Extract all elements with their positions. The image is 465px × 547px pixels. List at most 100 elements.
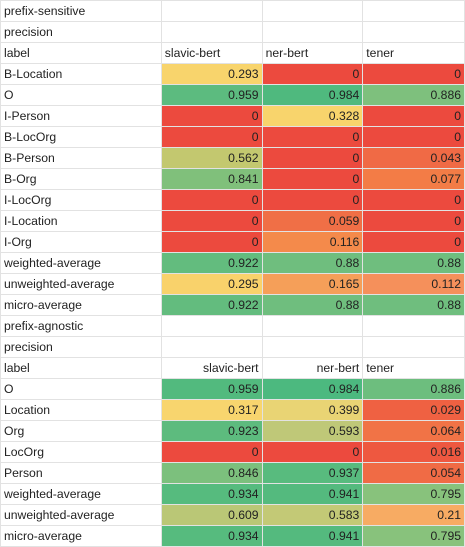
section-title-cell[interactable]: precision: [0, 21, 162, 43]
value-cell-slavic-bert[interactable]: 0: [160, 105, 263, 127]
row-label-cell[interactable]: Person: [0, 462, 162, 484]
value-cell-ner-bert[interactable]: 0.328: [261, 105, 364, 127]
value-cell-slavic-bert[interactable]: 0.959: [160, 378, 263, 400]
empty-cell[interactable]: [261, 315, 364, 337]
column-header-ner-bert[interactable]: ner-bert: [261, 42, 364, 64]
value-cell-tener[interactable]: 0.886: [362, 84, 465, 106]
value-cell-tener[interactable]: 0.88: [362, 252, 465, 274]
row-label-cell[interactable]: B-LocOrg: [0, 126, 162, 148]
row-label-cell[interactable]: I-LocOrg: [0, 189, 162, 211]
value-cell-slavic-bert[interactable]: 0.959: [160, 84, 263, 106]
value-cell-slavic-bert[interactable]: 0: [160, 210, 263, 232]
value-cell-ner-bert[interactable]: 0: [261, 63, 364, 85]
value-cell-ner-bert[interactable]: 0.165: [261, 273, 364, 295]
row-label-cell[interactable]: O: [0, 378, 162, 400]
value-cell-ner-bert[interactable]: 0: [261, 126, 364, 148]
empty-cell[interactable]: [362, 315, 465, 337]
row-label-cell[interactable]: B-Person: [0, 147, 162, 169]
row-label-cell[interactable]: unweighted-average: [0, 273, 162, 295]
empty-cell[interactable]: [160, 21, 263, 43]
column-header-label[interactable]: label: [0, 357, 162, 379]
value-cell-tener[interactable]: 0.054: [362, 462, 465, 484]
empty-cell[interactable]: [160, 315, 263, 337]
row-label-cell[interactable]: I-Org: [0, 231, 162, 253]
value-cell-tener[interactable]: 0: [362, 105, 465, 127]
row-label-cell[interactable]: weighted-average: [0, 483, 162, 505]
value-cell-slavic-bert[interactable]: 0: [160, 231, 263, 253]
empty-cell[interactable]: [261, 336, 364, 358]
column-header-label[interactable]: label: [0, 42, 162, 64]
empty-cell[interactable]: [362, 0, 465, 22]
row-label-cell[interactable]: weighted-average: [0, 252, 162, 274]
value-cell-tener[interactable]: 0.21: [362, 504, 465, 526]
value-cell-tener[interactable]: 0: [362, 210, 465, 232]
value-cell-ner-bert[interactable]: 0.88: [261, 294, 364, 316]
empty-cell[interactable]: [261, 0, 364, 22]
value-cell-slavic-bert[interactable]: 0.922: [160, 252, 263, 274]
value-cell-slavic-bert[interactable]: 0.846: [160, 462, 263, 484]
empty-cell[interactable]: [160, 336, 263, 358]
value-cell-tener[interactable]: 0: [362, 189, 465, 211]
value-cell-tener[interactable]: 0.795: [362, 483, 465, 505]
row-label-cell[interactable]: micro-average: [0, 294, 162, 316]
value-cell-slavic-bert[interactable]: 0.934: [160, 483, 263, 505]
empty-cell[interactable]: [362, 336, 465, 358]
column-header-tener[interactable]: tener: [362, 42, 465, 64]
value-cell-slavic-bert[interactable]: 0.293: [160, 63, 263, 85]
section-title-cell[interactable]: prefix-agnostic: [0, 315, 162, 337]
row-label-cell[interactable]: Org: [0, 420, 162, 442]
value-cell-ner-bert[interactable]: 0.583: [261, 504, 364, 526]
value-cell-ner-bert[interactable]: 0.059: [261, 210, 364, 232]
value-cell-slavic-bert[interactable]: 0.934: [160, 525, 263, 547]
row-label-cell[interactable]: Location: [0, 399, 162, 421]
value-cell-tener[interactable]: 0.043: [362, 147, 465, 169]
row-label-cell[interactable]: B-Org: [0, 168, 162, 190]
value-cell-tener[interactable]: 0: [362, 63, 465, 85]
column-header-ner-bert[interactable]: ner-bert: [261, 357, 364, 379]
value-cell-ner-bert[interactable]: 0.984: [261, 84, 364, 106]
value-cell-ner-bert[interactable]: 0: [261, 441, 364, 463]
value-cell-ner-bert[interactable]: 0.88: [261, 252, 364, 274]
empty-cell[interactable]: [160, 0, 263, 22]
value-cell-slavic-bert[interactable]: 0.317: [160, 399, 263, 421]
value-cell-slavic-bert[interactable]: 0.922: [160, 294, 263, 316]
value-cell-tener[interactable]: 0: [362, 126, 465, 148]
column-header-slavic-bert[interactable]: slavic-bert: [160, 357, 263, 379]
value-cell-slavic-bert[interactable]: 0.562: [160, 147, 263, 169]
column-header-slavic-bert[interactable]: slavic-bert: [160, 42, 263, 64]
value-cell-ner-bert[interactable]: 0: [261, 147, 364, 169]
row-label-cell[interactable]: LocOrg: [0, 441, 162, 463]
value-cell-ner-bert[interactable]: 0: [261, 189, 364, 211]
row-label-cell[interactable]: I-Location: [0, 210, 162, 232]
value-cell-tener[interactable]: 0.077: [362, 168, 465, 190]
value-cell-ner-bert[interactable]: 0.116: [261, 231, 364, 253]
value-cell-tener[interactable]: 0.795: [362, 525, 465, 547]
value-cell-tener[interactable]: 0.88: [362, 294, 465, 316]
value-cell-ner-bert[interactable]: 0: [261, 168, 364, 190]
value-cell-slavic-bert[interactable]: 0.923: [160, 420, 263, 442]
value-cell-slavic-bert[interactable]: 0: [160, 441, 263, 463]
value-cell-tener[interactable]: 0.029: [362, 399, 465, 421]
row-label-cell[interactable]: B-Location: [0, 63, 162, 85]
value-cell-slavic-bert[interactable]: 0: [160, 126, 263, 148]
value-cell-ner-bert[interactable]: 0.593: [261, 420, 364, 442]
value-cell-slavic-bert[interactable]: 0: [160, 189, 263, 211]
value-cell-slavic-bert[interactable]: 0.841: [160, 168, 263, 190]
value-cell-ner-bert[interactable]: 0.941: [261, 525, 364, 547]
value-cell-tener[interactable]: 0.064: [362, 420, 465, 442]
row-label-cell[interactable]: O: [0, 84, 162, 106]
value-cell-slavic-bert[interactable]: 0.295: [160, 273, 263, 295]
value-cell-tener[interactable]: 0.112: [362, 273, 465, 295]
row-label-cell[interactable]: unweighted-average: [0, 504, 162, 526]
row-label-cell[interactable]: I-Person: [0, 105, 162, 127]
empty-cell[interactable]: [261, 21, 364, 43]
value-cell-ner-bert[interactable]: 0.984: [261, 378, 364, 400]
value-cell-ner-bert[interactable]: 0.937: [261, 462, 364, 484]
value-cell-ner-bert[interactable]: 0.399: [261, 399, 364, 421]
value-cell-slavic-bert[interactable]: 0.609: [160, 504, 263, 526]
section-title-cell[interactable]: prefix-sensitive: [0, 0, 162, 22]
value-cell-tener[interactable]: 0: [362, 231, 465, 253]
row-label-cell[interactable]: micro-average: [0, 525, 162, 547]
value-cell-ner-bert[interactable]: 0.941: [261, 483, 364, 505]
value-cell-tener[interactable]: 0.016: [362, 441, 465, 463]
